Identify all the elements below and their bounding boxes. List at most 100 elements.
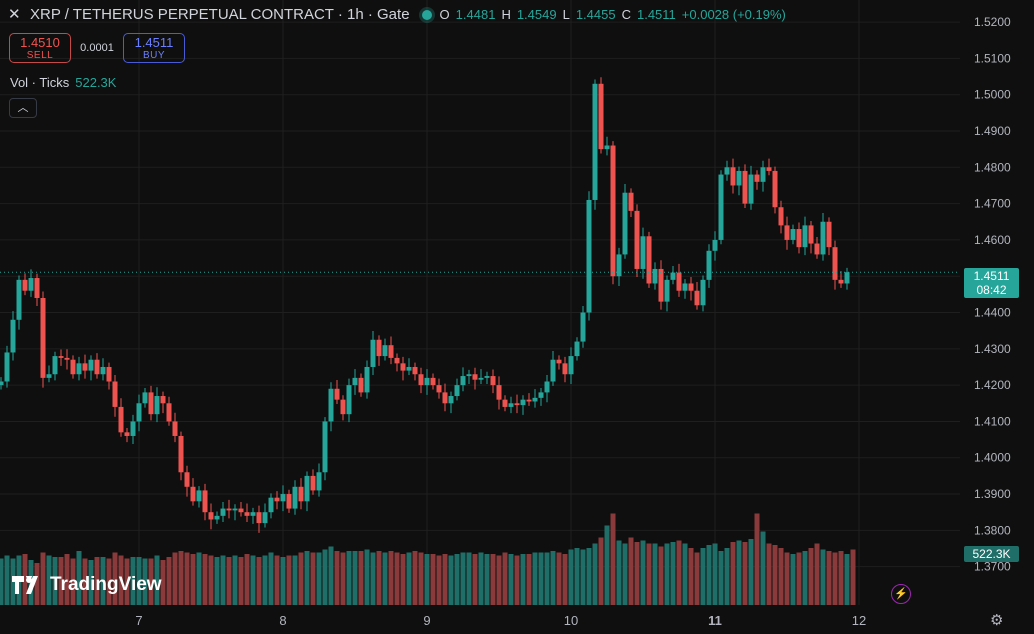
volume-bar [160,560,166,605]
candle-body [76,363,82,375]
volume-bar [448,555,454,605]
candle-body [454,385,460,397]
lightning-icon[interactable]: ⚡ [891,584,911,604]
close-icon[interactable]: ✕ [8,5,21,23]
x-tick-label: 7 [135,613,142,628]
volume-bar [136,557,142,605]
candle-body [280,494,286,502]
candle-body [214,515,220,520]
candle-body [232,508,238,511]
volume-bar [376,551,382,605]
close-value: 1.4511 [636,7,676,22]
volume-bar [100,557,106,605]
buy-price: 1.4511 [134,35,174,50]
tradingview-logo[interactable]: TradingView [12,574,162,596]
volume-bar [826,551,832,605]
volume-bar [286,555,292,605]
candle-body [22,279,28,291]
candle-body [628,192,634,211]
candle-body [598,83,604,150]
candle-body [736,170,742,186]
candle-body [286,494,292,509]
x-tick-label: 9 [423,613,430,628]
y-tick-label: 1.4000 [974,451,1011,465]
candle-body [154,396,160,415]
tradingview-logo-icon [12,576,38,594]
candle-body [532,397,538,402]
candle-body [556,359,562,364]
candle-body [562,363,568,375]
volume-bar [604,525,610,605]
volume-bar [328,546,334,605]
candle-body [502,399,508,407]
x-tick-label: 11 [708,613,722,628]
volume-bar [598,537,604,605]
volume-bar [166,557,172,605]
symbol-title[interactable]: XRP / TETHERUS PERPETUAL CONTRACT · 1h ·… [30,6,410,23]
sell-button[interactable]: 1.4510 SELL [9,33,71,63]
candle-body [844,272,850,284]
candle-body [220,508,226,516]
candle-body [412,366,418,375]
volume-bar [664,543,670,605]
last-price-value: 1.4511 [973,269,1010,283]
candle-body [382,345,388,357]
volume-bar [784,552,790,605]
candle-body [112,381,118,407]
candle-body [358,377,364,393]
volume-bar [628,537,634,605]
candle-body [436,385,442,393]
volume-bar [238,557,244,605]
candle-body [826,221,832,248]
spread-value: 0.0001 [80,42,114,54]
candle-body [766,167,772,171]
volume-bar [718,551,724,605]
candle-body [274,497,280,502]
volume-bar [592,543,598,605]
volume-bar [808,548,814,605]
volume-bar [496,555,502,605]
candle-body [760,167,766,182]
candle-body [310,475,316,491]
volume-bar [148,558,154,605]
y-tick-label: 1.5100 [974,51,1011,65]
candle-body [658,268,664,302]
volume-bar [586,548,592,605]
candle-body [0,381,4,386]
volume-bar [358,551,364,605]
chevron-up-icon[interactable]: ︿ [9,98,37,118]
candle-body [418,374,424,386]
candle-body [316,472,322,491]
volume-bar [424,554,430,605]
volume-bar [682,543,688,605]
candle-body [730,167,736,186]
candle-body [292,486,298,509]
volume-bar [106,558,112,605]
volume-bar [76,551,82,605]
candle-body [34,278,40,298]
volume-bar [370,552,376,605]
candle-body [670,272,676,280]
volume-bar [790,554,796,605]
buy-label: BUY [142,50,166,61]
volume-bar [418,552,424,605]
candle-body [166,403,172,422]
volume-bar [838,551,844,605]
candle-body [616,254,622,277]
candle-body [244,512,250,516]
volume-legend[interactable]: Vol · Ticks 522.3K [10,75,116,90]
candle-body [496,385,502,400]
y-tick-label: 1.5200 [974,15,1011,29]
candle-body [742,170,748,204]
x-tick-label: 10 [564,613,578,628]
gear-icon[interactable]: ⚙ [990,612,1004,629]
volume-bar [502,552,508,605]
candle-body [466,374,472,377]
candle-body [262,512,268,524]
market-open-dot [421,9,432,20]
volume-bar [382,552,388,605]
volume-bar [316,552,322,605]
buy-button[interactable]: 1.4511 BUY [123,33,185,63]
volume-bar [754,513,760,605]
